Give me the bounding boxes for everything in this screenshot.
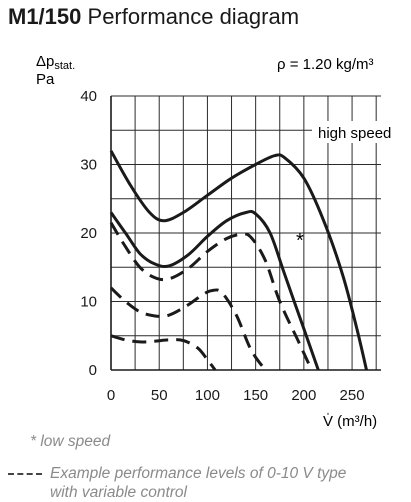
chart-title: M1/150 Performance diagram xyxy=(8,4,299,30)
x-tick-label: 200 xyxy=(291,387,316,404)
y-tick-label: 30 xyxy=(80,157,97,174)
x-tick-label: 100 xyxy=(195,387,220,404)
title-text: Performance diagram xyxy=(87,4,300,29)
x-tick-label: 0 xyxy=(107,387,115,404)
y-tick-label: 20 xyxy=(80,225,97,242)
y-axis-label: Δpstat. xyxy=(36,53,75,72)
x-tick-label: 50 xyxy=(151,387,168,404)
legend-line-2: with variable control xyxy=(50,484,187,501)
high-speed-label: high speed xyxy=(318,125,391,142)
footnote: * low speed xyxy=(30,433,111,450)
density-note: ρ = 1.20 kg/m³ xyxy=(277,56,374,73)
grid xyxy=(110,95,381,371)
tick-labels: 0 50 100 150 200 250 0 10 20 30 40 xyxy=(80,88,364,404)
y-tick-label: 40 xyxy=(80,88,97,105)
y-axis-unit: Pa xyxy=(36,71,55,88)
series-line-1 xyxy=(109,150,368,371)
x-tick-label: 150 xyxy=(243,387,268,404)
y-tick-label: 10 xyxy=(80,294,97,311)
dashed-legend: Example performance levels of 0-10 V typ… xyxy=(8,464,346,502)
performance-chart: 0 50 100 150 200 250 0 10 20 30 40 Δpstat. Pa ρ = … xyxy=(36,53,396,430)
y-tick-label: 0 xyxy=(89,362,97,379)
dashed-line-sample xyxy=(8,472,42,475)
x-tick-label: 250 xyxy=(340,387,365,404)
curves xyxy=(109,150,368,371)
model-name: M1/150 xyxy=(8,4,82,29)
x-axis-label: V̇ (m³/h) xyxy=(323,413,377,430)
series-line-3 xyxy=(109,221,313,371)
series-line-4 xyxy=(109,286,267,371)
series-line-2 xyxy=(109,209,320,371)
legend-line-1: Example performance levels of 0-10 V typ… xyxy=(50,465,347,482)
low-speed-marker: * xyxy=(296,230,304,252)
series-line-5 xyxy=(110,334,217,371)
high-speed-label-bg xyxy=(312,121,396,143)
